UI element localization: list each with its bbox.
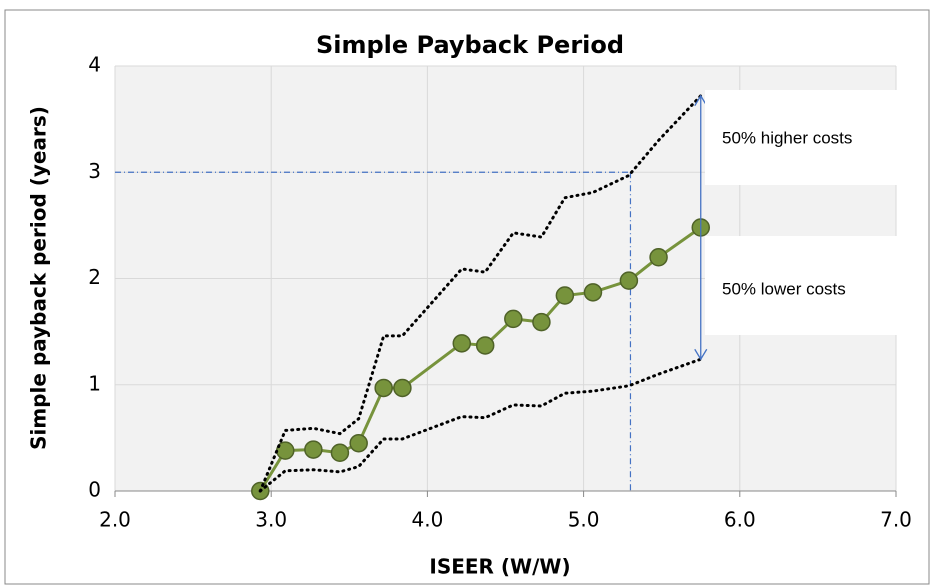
marker [649,248,668,267]
marker [374,378,393,398]
marker [304,440,323,459]
x-tick-label: 2.0 [99,508,131,532]
marker [583,283,603,302]
annotation-box [705,90,910,185]
y-tick-label: 1 [88,371,101,395]
x-axis-label: ISEER (W/W) [429,555,570,579]
chart-title: Simple Payback Period [316,31,624,59]
marker [619,271,639,290]
marker [504,309,523,329]
marker [330,443,350,462]
marker [475,336,495,355]
x-tick-label: 4.0 [411,508,443,532]
arrow-head [694,348,708,361]
x-tick-label: 5.0 [568,508,600,532]
y-tick-label: 3 [88,159,101,183]
marker [393,378,412,398]
dotted-line [258,94,703,493]
annotation-box [705,236,910,335]
marker [532,312,551,332]
marker [349,433,368,453]
x-tick-label: 3.0 [255,508,287,532]
y-tick-label: 2 [88,265,101,289]
marker [555,286,575,305]
y-tick-label: 0 [88,478,101,502]
dotted-line [258,357,703,493]
y-tick-label: 4 [88,53,101,77]
annotation: 50% lower costs [722,279,846,298]
series-line [258,226,703,493]
x-tick-label: 6.0 [724,508,756,532]
x-tick-label: 7.0 [880,508,912,532]
arrow-head [694,94,708,107]
marker [452,334,472,353]
y-axis-label: Simple payback period (years) [27,106,51,450]
annotation: 50% higher costs [722,128,852,147]
